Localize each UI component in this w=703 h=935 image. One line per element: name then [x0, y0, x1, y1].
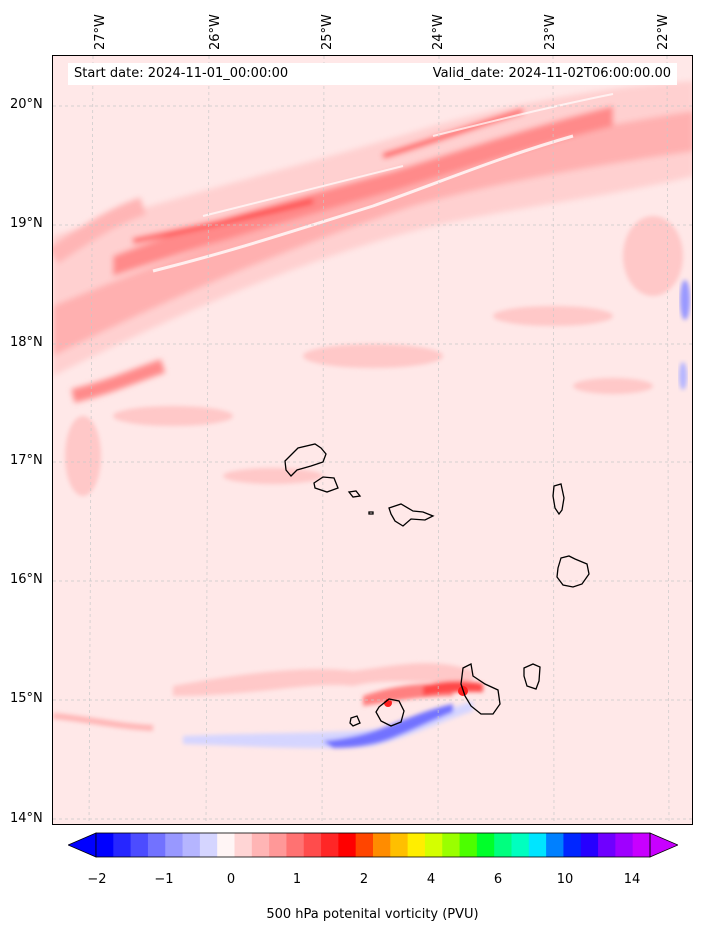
pv-scattered-patches — [65, 216, 683, 496]
colorbar-segment — [130, 833, 149, 857]
colorbar-tick: 2 — [359, 872, 369, 887]
lat-label: 17°N — [10, 453, 43, 468]
lon-label: 23°W — [543, 14, 558, 50]
colorbar-segment — [321, 833, 339, 857]
colorbar-tick: 14 — [623, 872, 641, 887]
island-fogo — [375, 698, 405, 727]
colorbar-segment — [459, 833, 478, 857]
island-santo-antao — [284, 443, 327, 477]
date-info-box: Start date: 2024-11-01_00:00:00 Valid_da… — [68, 63, 677, 85]
lon-label: 26°W — [208, 14, 223, 50]
colorbar-segment — [373, 833, 391, 857]
colorbar-segment — [442, 833, 461, 857]
island-razo — [368, 511, 374, 515]
colorbar-segment — [113, 833, 132, 857]
colorbar-segment — [234, 833, 253, 857]
lat-label: 19°N — [10, 216, 43, 231]
colorbar-segment — [494, 833, 512, 857]
colorbar-tick: 0 — [226, 872, 236, 887]
island-sal — [552, 483, 565, 516]
colorbar-extend-min — [68, 832, 97, 858]
colorbar-tick: 1 — [292, 872, 302, 887]
colorbar-segment — [632, 833, 651, 857]
colorbar-segment — [598, 833, 616, 857]
colorbar-segment — [269, 833, 287, 857]
colorbar-segment — [476, 833, 495, 857]
island-sao-nicolau — [388, 503, 435, 527]
colorbar-segment — [563, 833, 582, 857]
colorbar-segment — [147, 833, 166, 857]
island-maio — [523, 663, 541, 690]
pv-blue-patch-east2 — [679, 362, 687, 390]
island-sao-vicente — [313, 476, 339, 493]
lat-label: 18°N — [10, 335, 43, 350]
pv-contour-map — [53, 56, 692, 824]
pv-band-southern — [53, 663, 483, 749]
lon-label: 22°W — [656, 14, 671, 50]
colorbar-segment — [199, 833, 218, 857]
colorbar-tick: 6 — [493, 872, 503, 887]
colorbar-segment — [424, 833, 443, 857]
colorbar — [68, 832, 678, 858]
map-plot-area — [52, 55, 693, 825]
colorbar-tick: 10 — [556, 872, 574, 887]
colorbar-segment — [286, 833, 305, 857]
colorbar-segment — [407, 833, 426, 857]
colorbar-segment — [511, 833, 530, 857]
lat-label: 16°N — [10, 572, 43, 587]
island-boa-vista — [556, 555, 590, 588]
pv-band-northern — [53, 81, 692, 403]
lat-label: 14°N — [10, 811, 43, 826]
colorbar-segment — [338, 833, 357, 857]
start-date-text: Start date: 2024-11-01_00:00:00 — [74, 66, 289, 81]
colorbar-tick: −2 — [87, 872, 107, 887]
colorbar-extend-max — [649, 832, 678, 858]
lon-label: 27°W — [93, 14, 108, 50]
colorbar-segment — [165, 833, 184, 857]
colorbar-label: 500 hPa potenital vorticity (PVU) — [266, 907, 479, 922]
lat-label: 20°N — [10, 97, 43, 112]
island-brava — [349, 715, 361, 727]
colorbar-tick: −1 — [154, 872, 174, 887]
lat-label: 15°N — [10, 691, 43, 706]
valid-date-text: Valid_date: 2024-11-02T06:00:00.00 — [432, 66, 671, 81]
colorbar-tick: 4 — [426, 872, 436, 887]
colorbar-segment — [580, 833, 599, 857]
lon-label: 24°W — [431, 14, 446, 50]
colorbar-segment — [217, 833, 235, 857]
graticule — [53, 56, 692, 824]
island-santa-luzia — [347, 490, 362, 498]
colorbar-segment — [528, 833, 547, 857]
lon-label: 25°W — [320, 14, 335, 50]
island-santiago — [460, 663, 501, 715]
colorbar-segment — [303, 833, 322, 857]
colorbar-segment — [390, 833, 409, 857]
colorbar-border — [95, 832, 651, 858]
colorbar-segment — [96, 833, 114, 857]
pv-blue-patch-east — [680, 280, 690, 320]
colorbar-segment — [615, 833, 634, 857]
colorbar-segment — [546, 833, 564, 857]
colorbar-segment — [182, 833, 201, 857]
coastlines — [284, 443, 590, 727]
colorbar-segment — [355, 833, 374, 857]
colorbar-segment — [251, 833, 270, 857]
pv-band-white-streaks — [152, 93, 614, 273]
